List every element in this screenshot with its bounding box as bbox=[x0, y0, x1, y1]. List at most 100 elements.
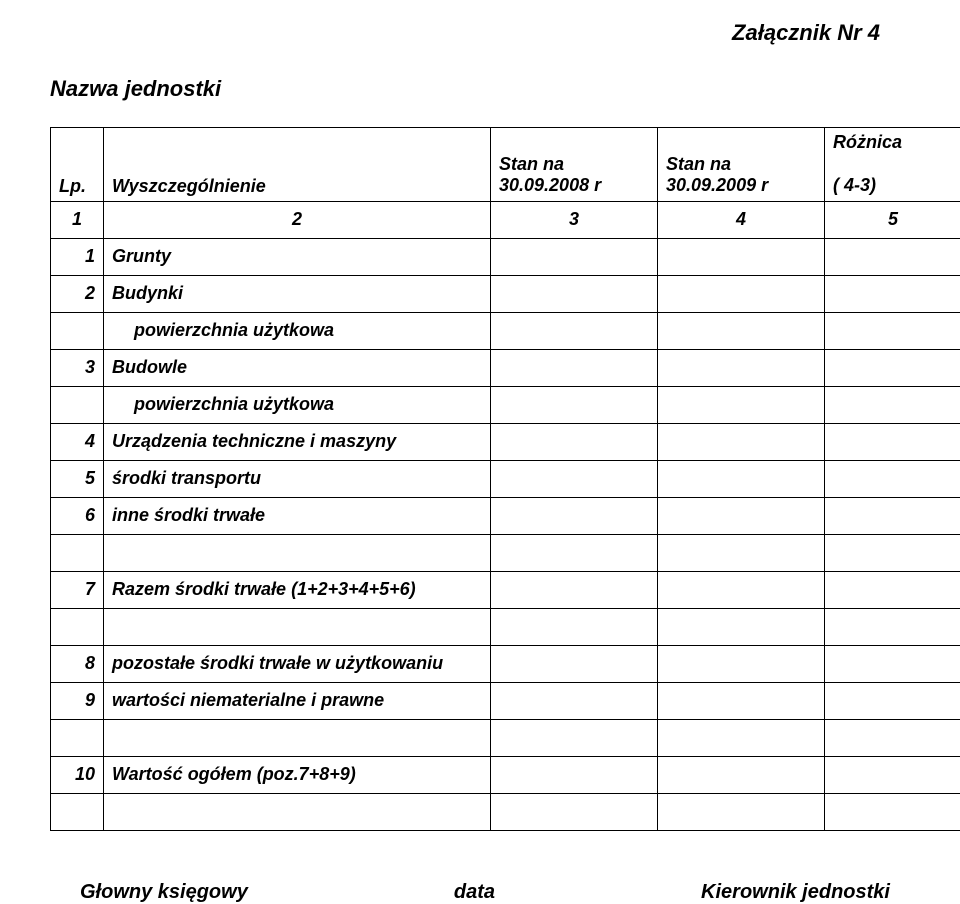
row-label: Razem środki trwałe (1+2+3+4+5+6) bbox=[104, 571, 491, 608]
row-num bbox=[51, 608, 104, 645]
row-num bbox=[51, 312, 104, 349]
table-row: 9wartości niematerialne i prawne bbox=[51, 682, 960, 719]
table-row: 1Grunty bbox=[51, 238, 960, 275]
row-val-2008 bbox=[491, 534, 658, 571]
row-val-2009 bbox=[658, 349, 825, 386]
row-diff bbox=[825, 460, 960, 497]
hdr-col5-l1: Różnica bbox=[833, 132, 902, 152]
row-val-2008 bbox=[491, 238, 658, 275]
row-label: wartości niematerialne i prawne bbox=[104, 682, 491, 719]
table-row: 10Wartość ogółem (poz.7+8+9) bbox=[51, 756, 960, 793]
row-num: 9 bbox=[51, 682, 104, 719]
row-val-2008 bbox=[491, 386, 658, 423]
row-diff bbox=[825, 497, 960, 534]
row-diff bbox=[825, 608, 960, 645]
row-val-2009 bbox=[658, 756, 825, 793]
footer-left: Głowny księgowy bbox=[80, 881, 248, 904]
table-row bbox=[51, 608, 960, 645]
row-val-2009 bbox=[658, 460, 825, 497]
row-val-2009 bbox=[658, 312, 825, 349]
row-diff bbox=[825, 571, 960, 608]
hdr-col4-l2: 30.09.2009 r bbox=[666, 175, 768, 195]
table-row: powierzchnia użytkowa bbox=[51, 386, 960, 423]
hdr-col4: Stan na 30.09.2009 r bbox=[658, 128, 825, 202]
row-diff bbox=[825, 349, 960, 386]
row-label: pozostałe środki trwałe w użytkowaniu bbox=[104, 645, 491, 682]
row-label: Wartość ogółem (poz.7+8+9) bbox=[104, 756, 491, 793]
row-label: Budynki bbox=[104, 275, 491, 312]
row-label bbox=[104, 608, 491, 645]
row-val-2008 bbox=[491, 571, 658, 608]
row-val-2009 bbox=[658, 571, 825, 608]
numrow-4: 4 bbox=[658, 201, 825, 238]
header-row: Lp. Wyszczególnienie Stan na 30.09.2008 … bbox=[51, 128, 960, 202]
row-val-2008 bbox=[491, 460, 658, 497]
row-val-2009 bbox=[658, 793, 825, 830]
numbering-row: 1 2 3 4 5 bbox=[51, 201, 960, 238]
unit-name: Nazwa jednostki bbox=[50, 76, 910, 102]
table-row: 7Razem środki trwałe (1+2+3+4+5+6) bbox=[51, 571, 960, 608]
row-num: 6 bbox=[51, 497, 104, 534]
row-val-2008 bbox=[491, 719, 658, 756]
hdr-desc: Wyszczególnienie bbox=[104, 128, 491, 202]
row-val-2008 bbox=[491, 497, 658, 534]
row-label bbox=[104, 793, 491, 830]
row-diff bbox=[825, 238, 960, 275]
hdr-lp: Lp. bbox=[51, 128, 104, 202]
row-num: 3 bbox=[51, 349, 104, 386]
numrow-5: 5 bbox=[825, 201, 960, 238]
row-val-2008 bbox=[491, 645, 658, 682]
table-row: 2Budynki bbox=[51, 275, 960, 312]
row-diff bbox=[825, 756, 960, 793]
row-num: 5 bbox=[51, 460, 104, 497]
row-val-2009 bbox=[658, 534, 825, 571]
table-row: 5środki transportu bbox=[51, 460, 960, 497]
row-val-2008 bbox=[491, 423, 658, 460]
row-diff bbox=[825, 719, 960, 756]
row-val-2008 bbox=[491, 275, 658, 312]
table-row: 6inne środki trwałe bbox=[51, 497, 960, 534]
row-num: 4 bbox=[51, 423, 104, 460]
table-row bbox=[51, 793, 960, 830]
footer-center: data bbox=[454, 881, 495, 904]
row-val-2009 bbox=[658, 386, 825, 423]
row-diff bbox=[825, 386, 960, 423]
row-label bbox=[104, 534, 491, 571]
row-label: powierzchnia użytkowa bbox=[104, 312, 491, 349]
row-label: powierzchnia użytkowa bbox=[104, 386, 491, 423]
table-row: 8pozostałe środki trwałe w użytkowaniu bbox=[51, 645, 960, 682]
row-label bbox=[104, 719, 491, 756]
row-label: Grunty bbox=[104, 238, 491, 275]
row-val-2008 bbox=[491, 608, 658, 645]
row-val-2008 bbox=[491, 349, 658, 386]
numrow-2: 2 bbox=[104, 201, 491, 238]
hdr-col5: Różnica ( 4-3) bbox=[825, 128, 960, 202]
table-row bbox=[51, 719, 960, 756]
hdr-col3: Stan na 30.09.2008 r bbox=[491, 128, 658, 202]
row-val-2009 bbox=[658, 719, 825, 756]
row-val-2009 bbox=[658, 275, 825, 312]
row-num bbox=[51, 719, 104, 756]
row-diff bbox=[825, 682, 960, 719]
table-row: powierzchnia użytkowa bbox=[51, 312, 960, 349]
row-diff bbox=[825, 423, 960, 460]
row-label: Budowle bbox=[104, 349, 491, 386]
row-num bbox=[51, 793, 104, 830]
footer: Głowny księgowy data Kierownik jednostki bbox=[50, 881, 910, 904]
row-num: 7 bbox=[51, 571, 104, 608]
row-val-2009 bbox=[658, 608, 825, 645]
row-diff bbox=[825, 793, 960, 830]
row-val-2008 bbox=[491, 793, 658, 830]
row-num: 8 bbox=[51, 645, 104, 682]
row-val-2008 bbox=[491, 312, 658, 349]
numrow-3: 3 bbox=[491, 201, 658, 238]
row-val-2009 bbox=[658, 497, 825, 534]
row-diff bbox=[825, 645, 960, 682]
table-row: 3Budowle bbox=[51, 349, 960, 386]
data-table: Lp. Wyszczególnienie Stan na 30.09.2008 … bbox=[50, 127, 960, 831]
row-num bbox=[51, 534, 104, 571]
hdr-col4-l1: Stan na bbox=[666, 154, 731, 174]
row-num bbox=[51, 386, 104, 423]
row-val-2009 bbox=[658, 238, 825, 275]
row-val-2009 bbox=[658, 682, 825, 719]
